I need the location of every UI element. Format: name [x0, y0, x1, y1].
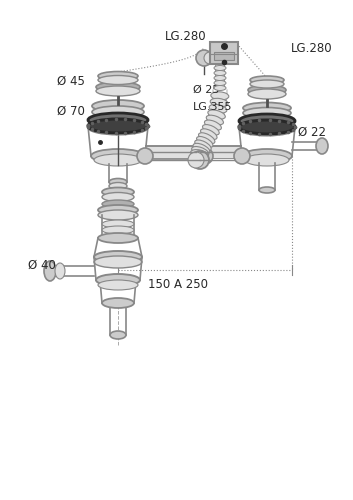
Ellipse shape — [94, 251, 142, 263]
Text: Ø 45: Ø 45 — [57, 74, 85, 88]
Ellipse shape — [102, 298, 134, 308]
Ellipse shape — [191, 150, 208, 158]
Ellipse shape — [193, 144, 210, 154]
Ellipse shape — [196, 50, 212, 66]
Bar — [214, 52, 234, 60]
Ellipse shape — [234, 148, 250, 164]
Text: LG.280: LG.280 — [165, 30, 207, 44]
Ellipse shape — [88, 119, 148, 133]
Ellipse shape — [248, 85, 286, 95]
Text: Ø 22: Ø 22 — [298, 126, 326, 138]
Ellipse shape — [109, 182, 127, 190]
Ellipse shape — [243, 102, 291, 114]
Ellipse shape — [195, 140, 211, 151]
Ellipse shape — [109, 178, 127, 186]
Ellipse shape — [209, 104, 227, 113]
Ellipse shape — [96, 86, 140, 96]
Ellipse shape — [208, 110, 225, 119]
Ellipse shape — [201, 129, 217, 140]
Ellipse shape — [239, 120, 295, 134]
Ellipse shape — [92, 106, 144, 118]
Ellipse shape — [98, 72, 138, 80]
Ellipse shape — [250, 80, 284, 88]
Ellipse shape — [214, 76, 226, 80]
Ellipse shape — [188, 152, 204, 168]
Text: Ø 40: Ø 40 — [28, 258, 56, 272]
Ellipse shape — [102, 188, 134, 196]
Ellipse shape — [248, 89, 286, 99]
Text: LG.355: LG.355 — [193, 102, 233, 112]
Ellipse shape — [55, 263, 65, 279]
Ellipse shape — [214, 66, 226, 70]
Ellipse shape — [214, 70, 226, 76]
Ellipse shape — [250, 76, 284, 84]
Ellipse shape — [92, 100, 144, 112]
Ellipse shape — [98, 210, 138, 220]
Ellipse shape — [204, 120, 221, 130]
Ellipse shape — [102, 220, 134, 228]
Ellipse shape — [192, 146, 209, 156]
Ellipse shape — [91, 149, 145, 163]
Ellipse shape — [102, 226, 134, 234]
Ellipse shape — [214, 80, 226, 86]
Ellipse shape — [44, 261, 56, 281]
Ellipse shape — [198, 133, 215, 143]
Ellipse shape — [96, 274, 140, 286]
Ellipse shape — [243, 108, 291, 118]
Bar — [210, 42, 238, 64]
Ellipse shape — [245, 154, 289, 166]
Text: 150 A 250: 150 A 250 — [148, 278, 208, 291]
Ellipse shape — [88, 113, 148, 127]
Ellipse shape — [197, 136, 213, 147]
Ellipse shape — [210, 98, 228, 106]
Ellipse shape — [98, 233, 138, 243]
Text: LG.280: LG.280 — [291, 42, 333, 54]
Ellipse shape — [203, 124, 219, 135]
Ellipse shape — [316, 138, 328, 154]
Ellipse shape — [94, 154, 142, 166]
Ellipse shape — [211, 92, 229, 100]
Text: Ø 70: Ø 70 — [57, 104, 85, 118]
Text: Ø 25: Ø 25 — [193, 85, 219, 95]
Ellipse shape — [94, 256, 142, 268]
Ellipse shape — [110, 331, 126, 339]
Ellipse shape — [98, 76, 138, 84]
Ellipse shape — [191, 151, 209, 169]
Ellipse shape — [98, 205, 138, 215]
Ellipse shape — [206, 115, 223, 125]
Ellipse shape — [102, 200, 134, 208]
Ellipse shape — [242, 149, 292, 163]
Ellipse shape — [137, 148, 153, 164]
Ellipse shape — [239, 114, 295, 128]
Ellipse shape — [96, 82, 140, 92]
Ellipse shape — [197, 148, 213, 164]
Ellipse shape — [190, 152, 208, 160]
Ellipse shape — [214, 86, 226, 90]
Ellipse shape — [191, 154, 208, 163]
Ellipse shape — [102, 192, 134, 202]
Ellipse shape — [193, 149, 207, 163]
Ellipse shape — [98, 280, 138, 290]
Ellipse shape — [259, 187, 275, 193]
Ellipse shape — [204, 52, 216, 64]
